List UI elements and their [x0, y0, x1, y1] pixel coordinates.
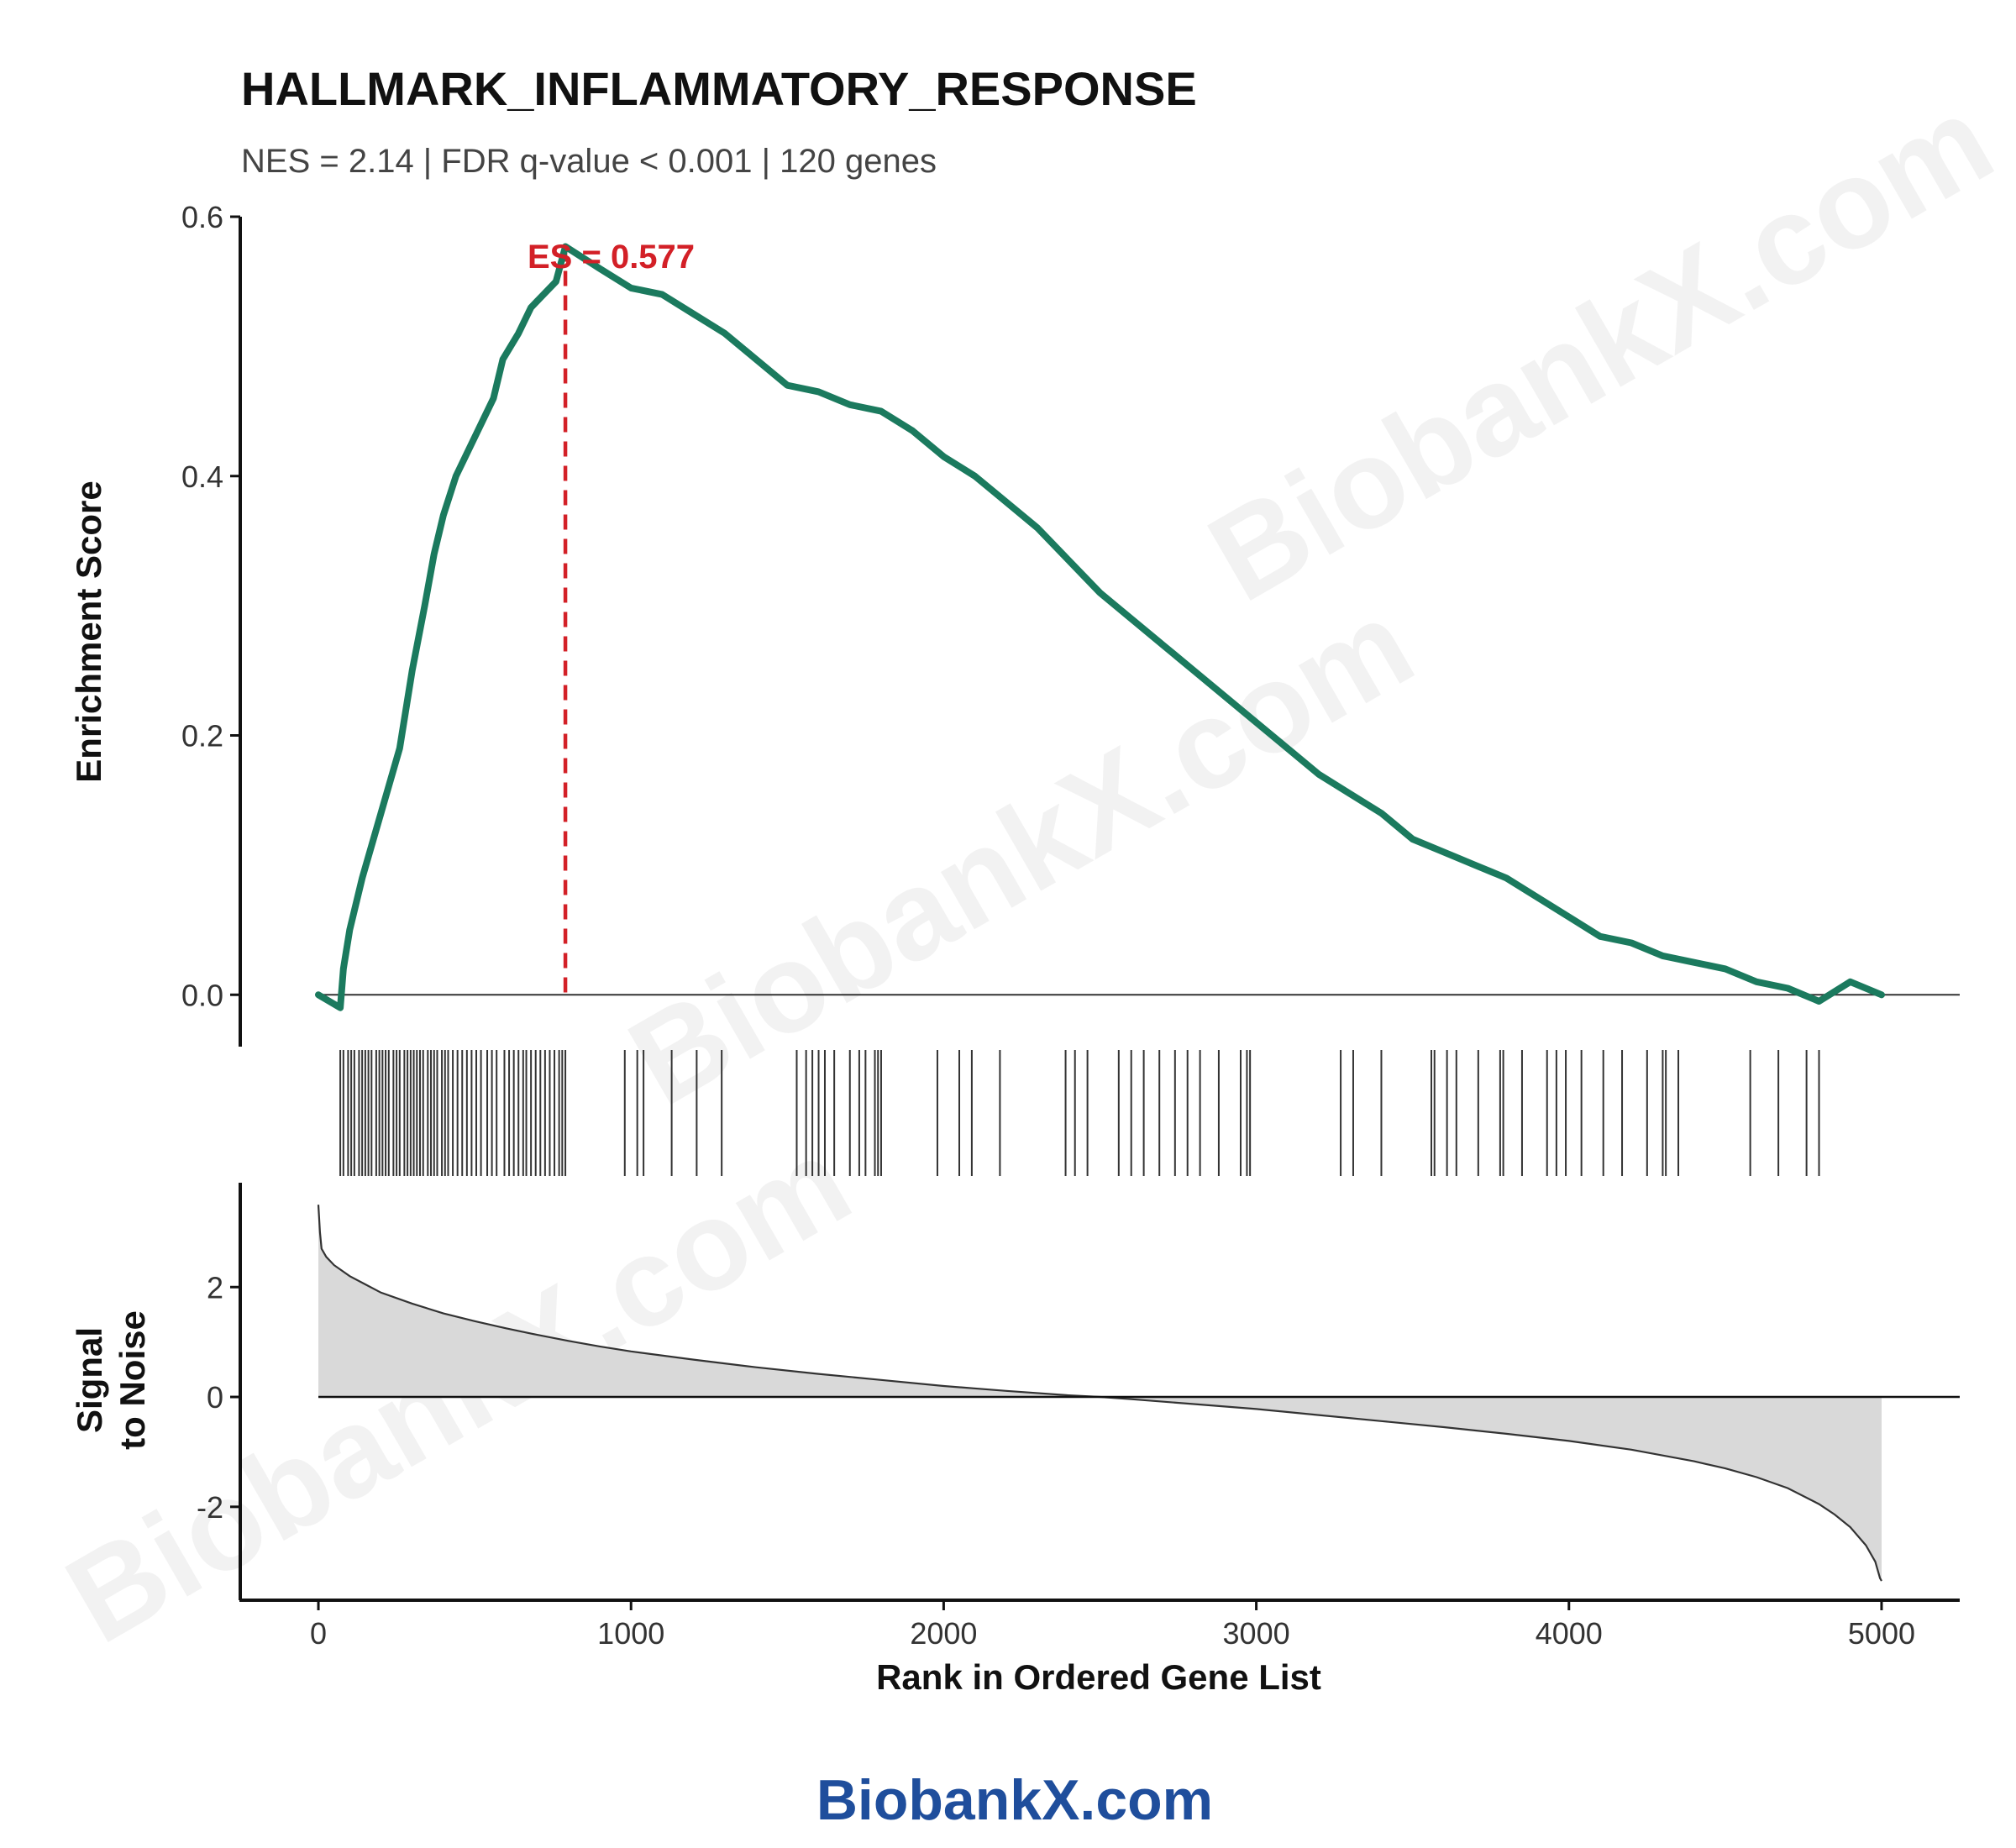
metric-y-tick-label: -2	[197, 1490, 223, 1525]
metric-area	[318, 1205, 1882, 1582]
metric-y-tick-label: 2	[207, 1270, 223, 1305]
metric-y-ticks: 2 0 -2	[197, 1270, 240, 1525]
x-tick-label: 5000	[1848, 1616, 1915, 1651]
metric-panel: 2 0 -2 0 1000 2000 3000 4000 5000 Signal to Noi…	[70, 1183, 1960, 1697]
x-axis-title: Rank in Ordered Gene List	[876, 1657, 1321, 1697]
x-tick-label: 2000	[910, 1616, 977, 1651]
es-y-ticks: 0.0 0.2 0.4 0.6	[181, 200, 240, 1012]
es-y-tick-label: 0.2	[181, 719, 223, 753]
hits-panel	[339, 1050, 1820, 1176]
watermark-2: BiobankX.com	[606, 572, 1435, 1131]
es-y-axis-title: Enrichment Score	[69, 480, 108, 782]
x-tick-label: 0	[310, 1616, 327, 1651]
chart-title: HALLMARK_INFLAMMATORY_RESPONSE	[241, 62, 1197, 115]
es-y-tick-label: 0.0	[181, 978, 223, 1012]
x-ticks: 0 1000 2000 3000 4000 5000	[310, 1600, 1915, 1651]
watermark-1: BiobankX.com	[1186, 68, 2014, 627]
es-curve	[315, 243, 1885, 1011]
enrichment-panel: 0.0 0.2 0.4 0.6 ES = 0.577 Enrichment Score	[69, 200, 1960, 1047]
chart-subtitle: NES = 2.14 | FDR q-value < 0.001 | 120 g…	[241, 143, 937, 180]
x-tick-label: 4000	[1536, 1616, 1603, 1651]
metric-line	[317, 1205, 1882, 1582]
metric-y-axis-title-line2: to Noise	[113, 1310, 152, 1450]
es-y-tick-label: 0.4	[181, 459, 223, 494]
footer-brand: BiobankX.com	[816, 1768, 1213, 1832]
es-peak-label: ES = 0.577	[528, 239, 695, 276]
metric-y-tick-label: 0	[207, 1380, 223, 1415]
x-tick-label: 3000	[1223, 1616, 1290, 1651]
es-y-tick-label: 0.6	[181, 200, 223, 234]
x-tick-label: 1000	[597, 1616, 664, 1651]
metric-y-axis-title-line1: Signal	[70, 1327, 109, 1433]
